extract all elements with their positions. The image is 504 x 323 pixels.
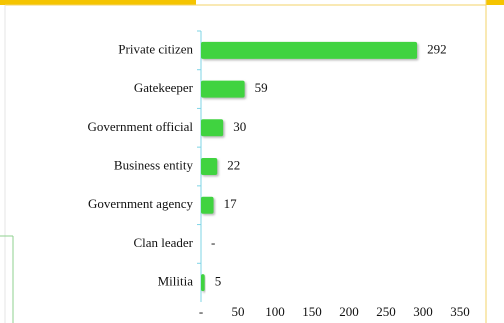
value-label: 30 (233, 119, 246, 134)
x-tick-label: 150 (302, 304, 322, 319)
header-strip (486, 0, 504, 5)
x-tick-label: 100 (265, 304, 285, 319)
value-label: 5 (215, 274, 222, 289)
value-label: 22 (227, 157, 240, 172)
x-tick-label: 200 (339, 304, 359, 319)
y-tick-label: Militia (158, 274, 194, 289)
value-label: 292 (427, 41, 447, 56)
bar (201, 274, 205, 292)
bar (201, 158, 218, 175)
x-tick-label: 250 (376, 304, 396, 319)
y-tick-label: Gatekeeper (134, 80, 194, 95)
bar (201, 41, 418, 59)
bar (201, 196, 214, 214)
y-tick-label: Business entity (114, 157, 194, 172)
value-label: 17 (224, 196, 238, 211)
y-tick-label: Government official (87, 119, 193, 134)
bar (201, 119, 224, 137)
y-tick-label: Government agency (88, 196, 194, 211)
header-strip (0, 0, 196, 5)
y-tick-label: Clan leader (133, 235, 193, 250)
y-tick-label: Private citizen (118, 41, 193, 56)
bar (201, 80, 245, 98)
value-label: - (211, 235, 215, 250)
value-label: 59 (255, 80, 268, 95)
x-tick-label: 300 (413, 304, 433, 319)
x-tick-label: 350 (450, 304, 470, 319)
x-tick-label: 50 (232, 304, 245, 319)
x-tick-label: - (199, 304, 203, 319)
